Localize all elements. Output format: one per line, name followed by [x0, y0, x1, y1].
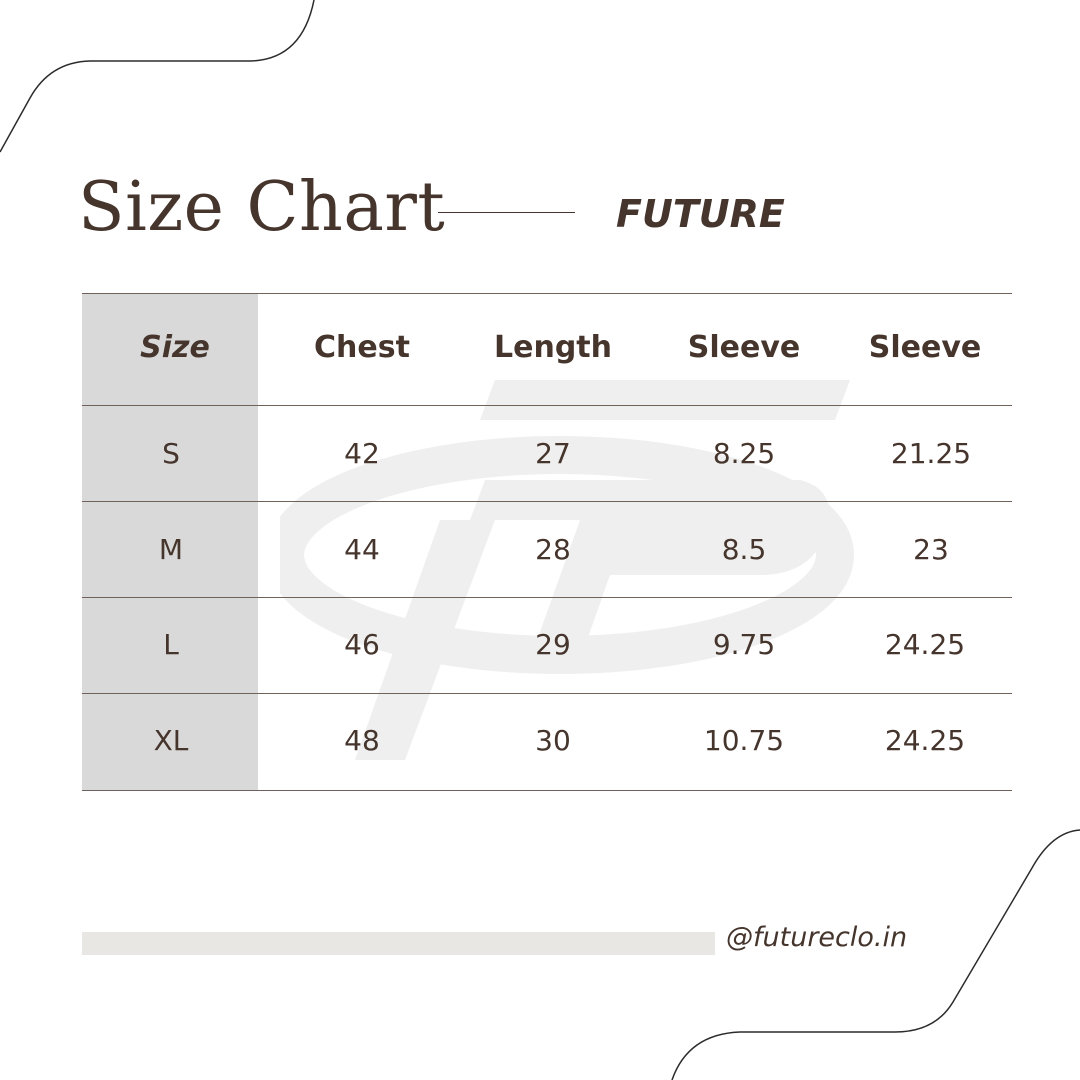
table-rule-top — [82, 293, 1012, 294]
table-rule-row-1 — [82, 501, 1012, 502]
table-rule-row-3 — [82, 693, 1012, 694]
row-s-sleeve-2: 21.25 — [890, 437, 972, 470]
header-chest: Chest — [314, 330, 410, 365]
row-m-sleeve: 8.5 — [721, 533, 767, 566]
row-s-sleeve: 8.25 — [712, 437, 776, 470]
brand-name: FUTURE — [616, 192, 785, 236]
row-s-chest: 42 — [344, 437, 380, 470]
row-xl-length: 30 — [535, 724, 571, 757]
header-sleeve: Sleeve — [687, 330, 801, 365]
header-sleeve-2: Sleeve — [868, 330, 982, 365]
table-rule-header — [82, 405, 1012, 406]
row-l-chest: 46 — [344, 628, 380, 661]
social-handle: @futureclo.in — [726, 922, 908, 953]
bottom-right-curve — [671, 829, 1080, 1080]
header-length: Length — [494, 330, 612, 365]
page-title: Size Chart — [78, 168, 446, 247]
row-xl-size: XL — [153, 724, 189, 757]
row-s-length: 27 — [535, 437, 571, 470]
table-rule-bottom — [82, 790, 1012, 791]
row-s-size: S — [162, 437, 180, 470]
row-m-size: M — [158, 533, 184, 566]
row-xl-chest: 48 — [344, 724, 380, 757]
top-left-curve — [0, 0, 315, 153]
table-rule-row-2 — [82, 597, 1012, 598]
row-l-size: L — [163, 628, 179, 661]
row-m-chest: 44 — [344, 533, 380, 566]
row-m-sleeve-2: 23 — [913, 533, 949, 566]
title-divider — [438, 212, 575, 213]
header-size: Size — [140, 330, 210, 365]
row-m-length: 28 — [535, 533, 571, 566]
fp-logo-watermark-icon — [280, 380, 854, 760]
row-xl-sleeve-2: 24.25 — [884, 724, 966, 757]
row-xl-sleeve: 10.75 — [703, 724, 785, 757]
footer-bar — [82, 932, 715, 955]
row-l-sleeve: 9.75 — [712, 628, 776, 661]
row-l-sleeve-2: 24.25 — [884, 628, 966, 661]
size-column-background — [82, 294, 258, 790]
row-l-length: 29 — [535, 628, 571, 661]
